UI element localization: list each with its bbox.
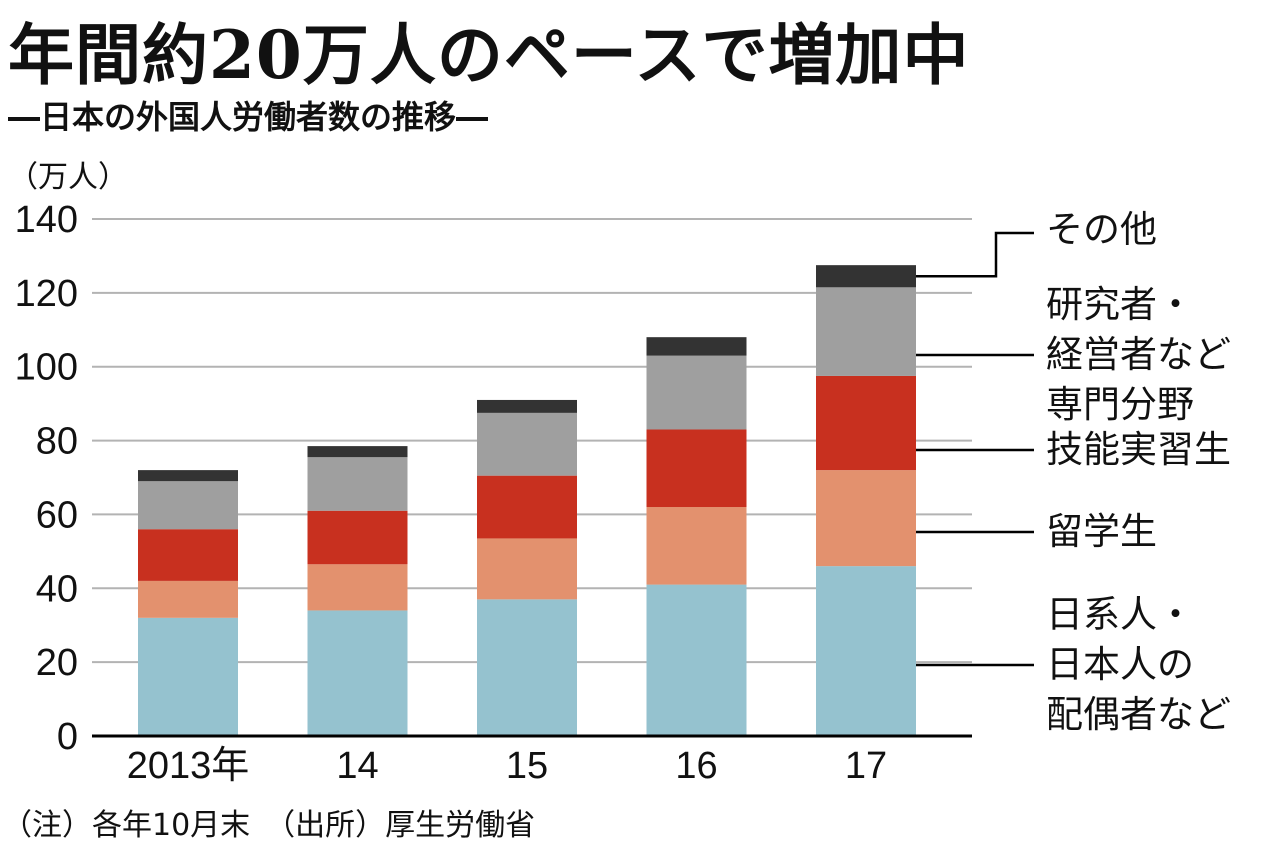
y-tick-label: 20 — [36, 642, 78, 684]
y-tick-label: 60 — [36, 494, 78, 536]
bar-segment — [646, 429, 747, 508]
y-tick-label: 0 — [57, 716, 78, 758]
footnote: （注）各年10月末 （出所）厚生労働省 — [2, 808, 536, 843]
bar-segment — [138, 617, 238, 736]
bar-segment — [477, 412, 577, 476]
legend-leader-line — [916, 231, 1034, 278]
bar-segment — [816, 265, 916, 288]
bar-segment — [138, 470, 238, 482]
bar-segment — [477, 475, 577, 539]
y-tick-label: 140 — [15, 199, 78, 241]
bar-segment — [816, 566, 916, 736]
legend-item: 研究者・経営者など専門分野 — [1046, 280, 1231, 430]
legend-item: 留学生 — [1046, 507, 1157, 557]
bar-segment — [816, 470, 916, 567]
x-tick-label: 2013年 — [127, 745, 250, 787]
bar-segment — [646, 507, 747, 585]
bar-segment — [307, 610, 408, 736]
legend-label: 配偶者など — [1046, 693, 1231, 736]
legend-label: 技能実習生 — [1046, 428, 1231, 471]
bar-segment — [307, 510, 408, 565]
bars — [138, 265, 916, 736]
bar-segment — [307, 457, 408, 511]
legend-item: その他 — [1046, 205, 1157, 255]
bar-segment — [307, 564, 408, 611]
legend-label: 日系人・ — [1046, 593, 1194, 636]
y-tick-label: 100 — [15, 347, 78, 389]
legend-item: 技能実習生 — [1046, 425, 1231, 475]
x-tick-label: 17 — [845, 745, 887, 787]
legend-leader-lines — [916, 231, 1034, 667]
bar-segment — [646, 584, 747, 736]
y-tick-label: 40 — [36, 568, 78, 610]
legend-label: 留学生 — [1046, 510, 1157, 553]
bar-segment — [646, 355, 747, 430]
y-tick-label: 80 — [36, 421, 78, 463]
chart-title: 年間約20万人のペースで増加中 — [8, 16, 970, 94]
y-tick-label: 120 — [15, 273, 78, 315]
bar-segment — [307, 446, 408, 458]
chart-subtitle: ―日本の外国人労働者数の推移― — [8, 98, 489, 136]
bar-segment — [138, 580, 238, 618]
x-tick-label: 16 — [675, 745, 717, 787]
axes: 0 20 40 60 80 100 120 140 2013年 14 15 16 17 — [15, 199, 972, 787]
bar-segment — [816, 287, 916, 376]
bar-segment — [138, 481, 238, 530]
y-axis-unit-label: （万人） — [8, 160, 128, 195]
bar-segment — [646, 337, 747, 356]
bar-segment — [477, 399, 577, 413]
legend-label: 専門分野 — [1046, 383, 1194, 426]
legend-label: 経営者など — [1046, 333, 1231, 376]
x-tick-label: 14 — [336, 745, 378, 787]
bar-segment — [477, 538, 577, 600]
bar-segment — [138, 529, 238, 581]
bar-segment — [816, 375, 916, 471]
legend-label: 日本人の — [1046, 643, 1194, 686]
legend-label: その他 — [1046, 208, 1157, 251]
legend-label: 研究者・ — [1046, 283, 1194, 326]
x-tick-label: 15 — [506, 745, 548, 787]
bar-segment — [477, 599, 577, 736]
legend-item: 日系人・日本人の配偶者など — [1046, 590, 1231, 740]
